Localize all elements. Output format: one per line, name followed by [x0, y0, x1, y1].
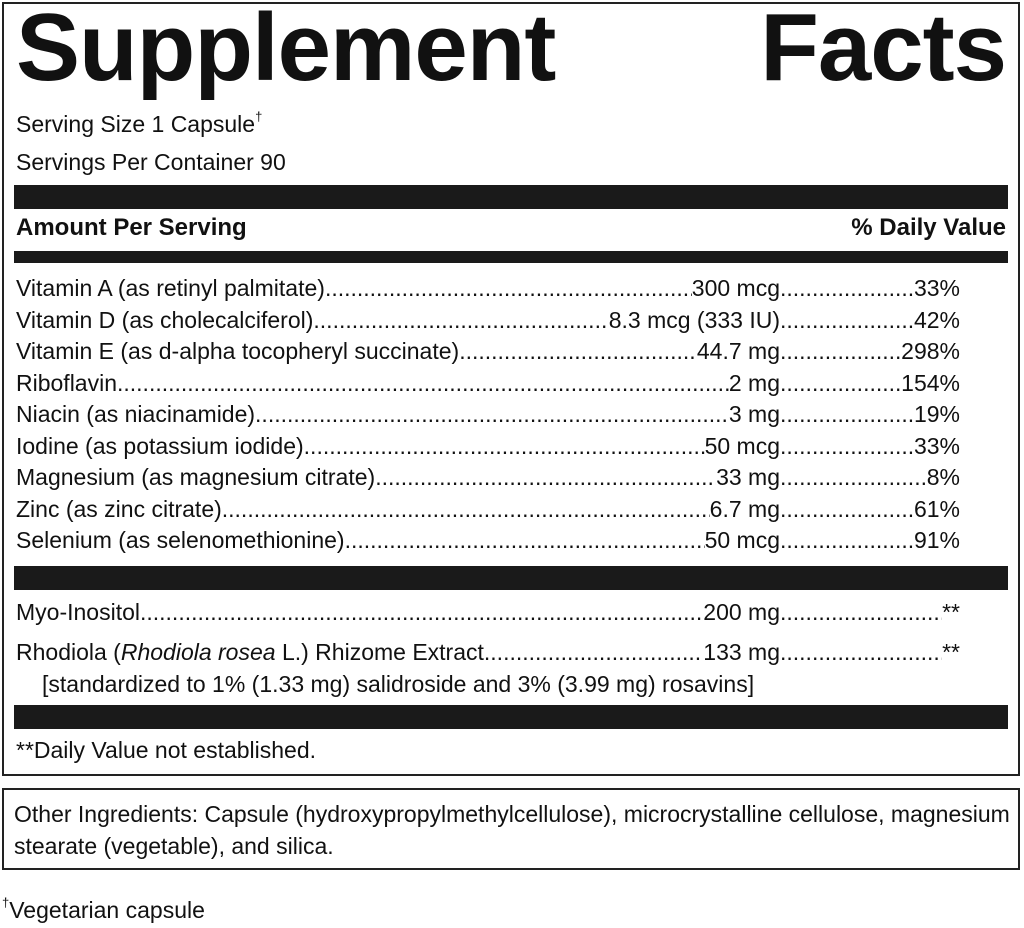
nutrient-name: Vitamin D (as cholecalciferol) [16, 306, 314, 333]
other-ingredients-box: Other Ingredients: Capsule (hydroxypropy… [2, 788, 1020, 870]
nutrient-name: Zinc (as zinc citrate) [16, 495, 222, 522]
nutrient-dv: 33% [913, 432, 960, 459]
serving-size: Serving Size 1 Capsule† [16, 110, 262, 138]
nutrient-dv: 33% [913, 275, 960, 301]
nutrient-dv: 154% [901, 369, 960, 396]
nutrient-amount: 3 mg [728, 401, 780, 427]
nutrient-name: Vitamin A (as retinyl palmitate) [16, 275, 325, 301]
ingredient-row: Rhodiola (Rhodiola rosea L.) Rhizome Ext… [16, 638, 960, 666]
nutrient-name: Vitamin E (as d-alpha tocopheryl succina… [16, 338, 460, 364]
serving-size-text: Serving Size 1 Capsule [16, 111, 256, 137]
nutrient-dv: 91% [913, 527, 960, 553]
nutrient-amount: 50 mcg [704, 527, 780, 553]
nutrient-name: Riboflavin [16, 369, 117, 396]
ingredient-name: Rhodiola (Rhodiola rosea L.) Rhizome Ext… [16, 639, 484, 665]
ingredient-amount: 133 mg [703, 639, 780, 665]
column-header: Amount Per Serving % Daily Value [16, 214, 1006, 242]
divider-bar [14, 705, 1008, 729]
divider-bar [14, 251, 1008, 263]
supplement-facts-panel: Supplement Facts Serving Size 1 Capsule†… [2, 0, 1020, 776]
nutrient-row: Vitamin E (as d-alpha tocopheryl succina… [16, 337, 960, 365]
dv-header: % Daily Value [851, 214, 1006, 241]
ingredient-amount: 200 mg [703, 599, 780, 625]
nutrient-amount: 33 mg [716, 464, 780, 490]
nutrient-amount: 2 mg [728, 369, 780, 396]
nutrient-dv: 298% [901, 338, 960, 364]
ingredient-row: Myo-Inositol 200 mg ** [16, 598, 960, 626]
nutrient-row: Vitamin D (as cholecalciferol) 8.3 mcg (… [16, 306, 960, 334]
nutrient-name: Iodine (as potassium iodide) [16, 432, 304, 459]
dagger-mark: † [2, 895, 10, 910]
nutrient-amount: 300 mcg [691, 275, 780, 301]
nutrient-row: Vitamin A (as retinyl palmitate) 300 mcg 3… [16, 274, 960, 302]
divider-bar [14, 566, 1008, 590]
nutrient-name: Magnesium (as magnesium citrate) [16, 464, 376, 490]
amount-header: Amount Per Serving [16, 214, 247, 241]
ingredient-name: Myo-Inositol [16, 599, 140, 625]
dagger-mark: † [255, 109, 263, 124]
nutrient-dv: 42% [913, 306, 960, 333]
nutrient-row: Selenium (as selenomethionine) 50 mcg 91% [16, 526, 960, 554]
vegetarian-text: Vegetarian capsule [9, 897, 205, 923]
nutrient-dv: 19% [913, 401, 960, 427]
nutrient-row: Iodine (as potassium iodide) 50 mcg 33% [16, 432, 960, 460]
vegetarian-note: †Vegetarian capsule [2, 896, 205, 924]
nutrient-name: Niacin (as niacinamide) [16, 401, 256, 427]
nutrient-dv: 8% [926, 464, 960, 490]
nutrient-row: Niacin (as niacinamide) 3 mg 19% [16, 400, 960, 428]
nutrient-row: Zinc (as zinc citrate) 6.7 mg 61% [16, 495, 960, 523]
panel-title: Supplement Facts [16, 0, 1007, 101]
nutrient-amount: 6.7 mg [709, 495, 780, 522]
servings-per-container: Servings Per Container 90 [16, 149, 286, 175]
nutrient-row: Magnesium (as magnesium citrate) 33 mg 8% [16, 463, 960, 491]
standardization-note: [standardized to 1% (1.33 mg) salidrosid… [42, 671, 755, 697]
title-word-2: Facts [760, 0, 1007, 101]
title-word-1: Supplement [16, 0, 556, 101]
nutrient-amount: 44.7 mg [696, 338, 780, 364]
ingredient-dv: ** [942, 639, 960, 665]
nutrient-dv: 61% [913, 495, 960, 522]
divider-bar [14, 185, 1008, 209]
nutrient-amount: 8.3 mcg (333 IU) [608, 306, 780, 333]
footnote: **Daily Value not established. [16, 737, 317, 763]
nutrient-row: Riboflavin 2 mg 154% [16, 369, 960, 397]
ingredient-dv: ** [942, 599, 960, 625]
nutrient-amount: 50 mcg [704, 432, 780, 459]
other-ingredients-text: Other Ingredients: Capsule (hydroxypropy… [14, 801, 1010, 859]
nutrient-name: Selenium (as selenomethionine) [16, 527, 345, 553]
